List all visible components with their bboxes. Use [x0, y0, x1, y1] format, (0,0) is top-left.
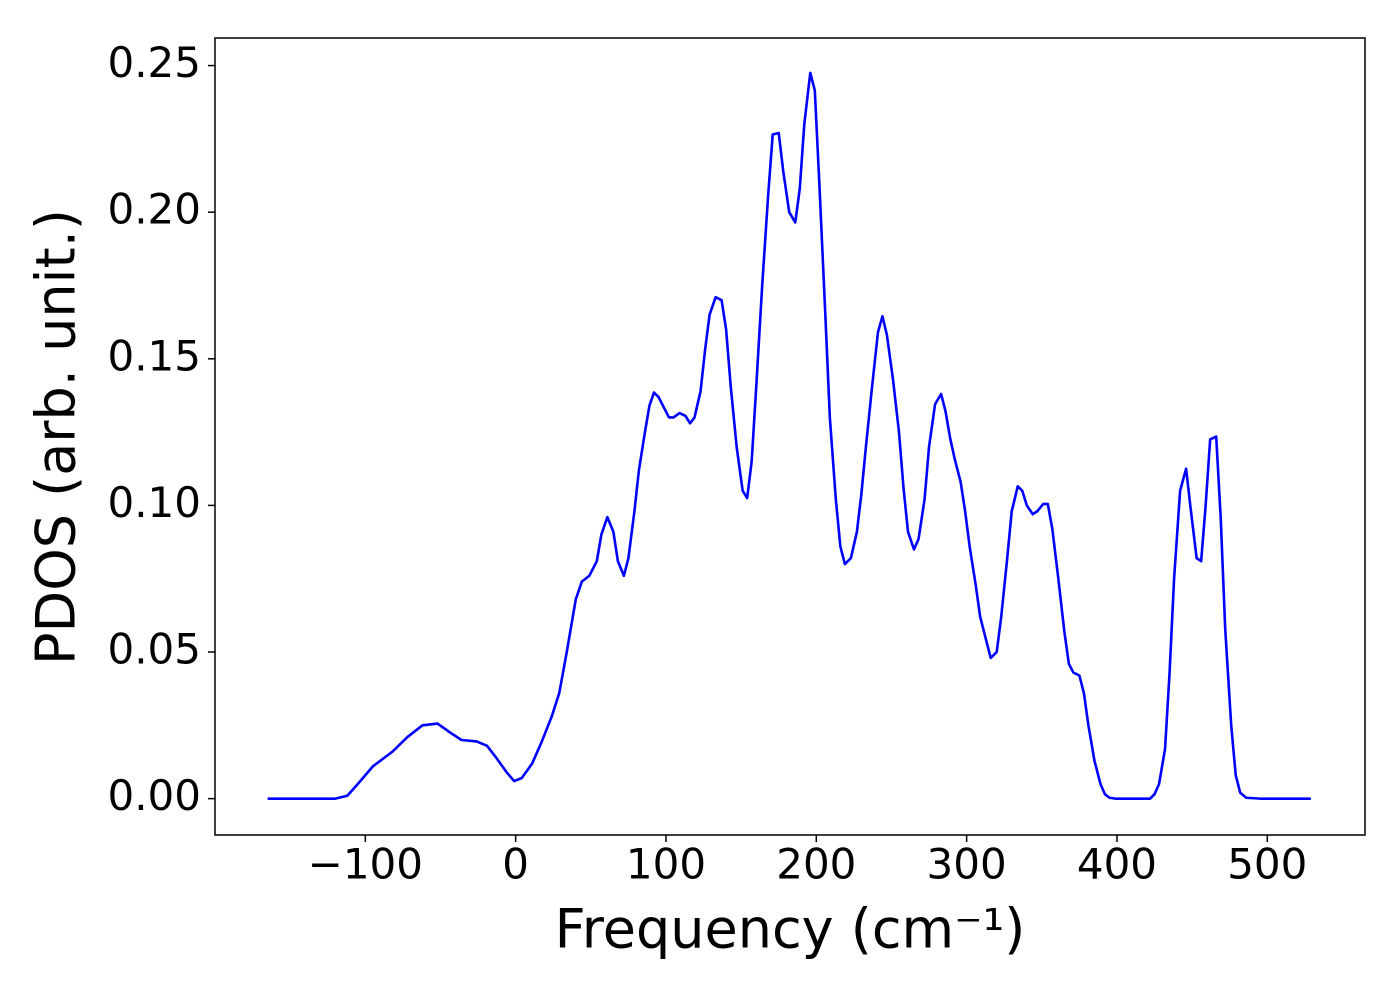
x-axis-label: Frequency (cm⁻¹): [555, 898, 1026, 961]
x-tick-label: 100: [626, 840, 706, 889]
x-tick-label: −100: [308, 840, 423, 889]
x-tick-label: 400: [1077, 840, 1157, 889]
y-axis-label: PDOS (arb. unit.): [25, 209, 88, 665]
plot-frame: [214, 37, 1366, 836]
y-tick-label: 0.10: [107, 478, 201, 527]
x-tick-label: 300: [927, 840, 1007, 889]
y-tick-label: 0.05: [107, 625, 201, 674]
y-tick-label: 0.15: [107, 331, 201, 380]
y-tick-label: 0.00: [107, 771, 201, 820]
x-tick-label: 200: [776, 840, 856, 889]
y-tick-label: 0.20: [107, 185, 201, 234]
y-tick-label: 0.25: [107, 38, 201, 87]
data-line: [267, 71, 1311, 800]
x-tick-label: 0: [502, 840, 529, 889]
x-tick-label: 500: [1227, 840, 1307, 889]
